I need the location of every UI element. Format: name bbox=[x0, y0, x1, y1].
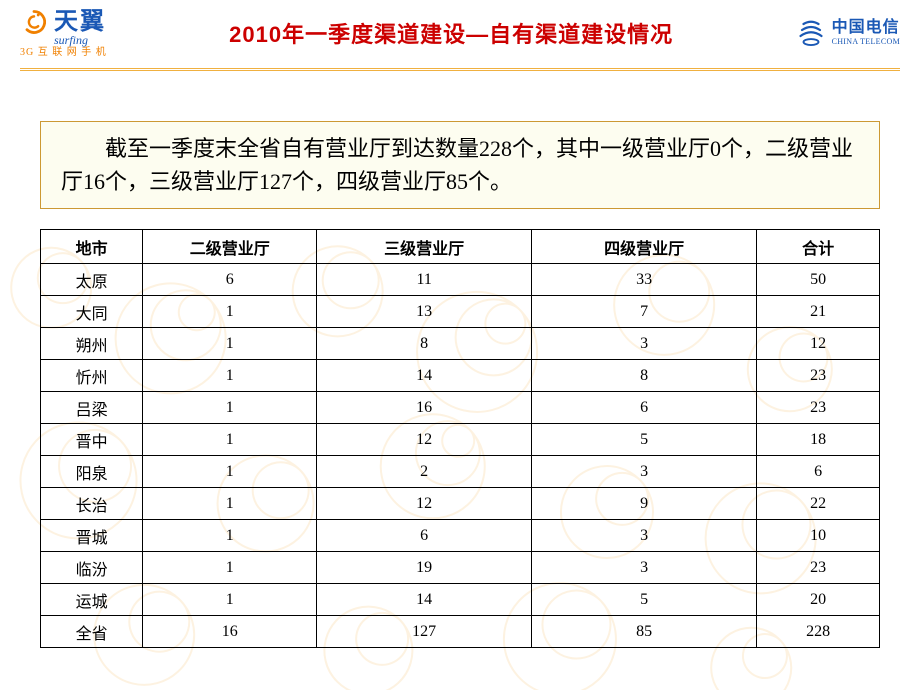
table-cell: 8 bbox=[532, 360, 757, 392]
table-row: 朔州18312 bbox=[41, 328, 880, 360]
table-cell: 1 bbox=[143, 360, 317, 392]
table-header: 三级营业厅 bbox=[317, 230, 532, 264]
table-cell: 1 bbox=[143, 328, 317, 360]
table-cell: 7 bbox=[532, 296, 757, 328]
table-cell: 20 bbox=[757, 584, 880, 616]
table-cell: 2 bbox=[317, 456, 532, 488]
table-cell: 1 bbox=[143, 424, 317, 456]
table-cell: 晋城 bbox=[41, 520, 143, 552]
data-table-wrap: 地市二级营业厅三级营业厅四级营业厅合计 太原6113350大同113721朔州1… bbox=[40, 229, 880, 648]
table-cell: 11 bbox=[317, 264, 532, 296]
header: 天翼 surfing 3G 互 联 网 手 机 2010年一季度渠道建设—自有渠… bbox=[0, 0, 920, 64]
table-cell: 12 bbox=[317, 424, 532, 456]
table-cell: 23 bbox=[757, 392, 880, 424]
table-cell: 13 bbox=[317, 296, 532, 328]
table-cell: 16 bbox=[143, 616, 317, 648]
table-row: 忻州114823 bbox=[41, 360, 880, 392]
table-cell: 太原 bbox=[41, 264, 143, 296]
table-cell: 1 bbox=[143, 392, 317, 424]
table-cell: 运城 bbox=[41, 584, 143, 616]
table-cell: 14 bbox=[317, 360, 532, 392]
table-row: 晋中112518 bbox=[41, 424, 880, 456]
china-telecom-icon bbox=[796, 18, 826, 48]
table-cell: 3 bbox=[532, 456, 757, 488]
data-table: 地市二级营业厅三级营业厅四级营业厅合计 太原6113350大同113721朔州1… bbox=[40, 229, 880, 648]
tianyi-brand-en: surfing bbox=[54, 34, 107, 46]
table-cell: 16 bbox=[317, 392, 532, 424]
e-surfing-icon bbox=[20, 8, 48, 36]
tianyi-brand-cn: 天翼 bbox=[54, 10, 106, 34]
tianyi-sub: 3G 互 联 网 手 机 bbox=[20, 48, 107, 58]
table-row: 大同113721 bbox=[41, 296, 880, 328]
table-cell: 5 bbox=[532, 584, 757, 616]
ct-brand-cn: 中国电信 bbox=[832, 20, 900, 36]
table-cell: 12 bbox=[317, 488, 532, 520]
table-cell: 14 bbox=[317, 584, 532, 616]
summary-box: 截至一季度末全省自有营业厅到达数量228个，其中一级营业厅0个，二级营业厅16个… bbox=[40, 121, 880, 209]
table-header: 四级营业厅 bbox=[532, 230, 757, 264]
table-cell: 临汾 bbox=[41, 552, 143, 584]
table-row: 晋城16310 bbox=[41, 520, 880, 552]
table-cell: 33 bbox=[532, 264, 757, 296]
table-row: 运城114520 bbox=[41, 584, 880, 616]
logo-china-telecom: 中国电信 CHINA TELECOM bbox=[796, 18, 900, 48]
table-cell: 1 bbox=[143, 488, 317, 520]
table-cell: 18 bbox=[757, 424, 880, 456]
table-cell: 22 bbox=[757, 488, 880, 520]
table-cell: 23 bbox=[757, 360, 880, 392]
table-header: 合计 bbox=[757, 230, 880, 264]
table-cell: 晋中 bbox=[41, 424, 143, 456]
table-row: 吕梁116623 bbox=[41, 392, 880, 424]
table-cell: 6 bbox=[757, 456, 880, 488]
ct-brand-en: CHINA TELECOM bbox=[832, 38, 900, 46]
page-title: 2010年一季度渠道建设—自有渠道建设情况 bbox=[107, 17, 796, 49]
table-cell: 大同 bbox=[41, 296, 143, 328]
table-cell: 吕梁 bbox=[41, 392, 143, 424]
table-cell: 9 bbox=[532, 488, 757, 520]
table-cell: 10 bbox=[757, 520, 880, 552]
table-cell: 长治 bbox=[41, 488, 143, 520]
table-cell: 85 bbox=[532, 616, 757, 648]
table-cell: 朔州 bbox=[41, 328, 143, 360]
table-header: 二级营业厅 bbox=[143, 230, 317, 264]
table-cell: 228 bbox=[757, 616, 880, 648]
table-row: 临汾119323 bbox=[41, 552, 880, 584]
table-cell: 8 bbox=[317, 328, 532, 360]
table-cell: 6 bbox=[143, 264, 317, 296]
table-cell: 50 bbox=[757, 264, 880, 296]
table-row: 阳泉1236 bbox=[41, 456, 880, 488]
table-cell: 1 bbox=[143, 520, 317, 552]
table-cell: 6 bbox=[532, 392, 757, 424]
table-cell: 阳泉 bbox=[41, 456, 143, 488]
table-cell: 3 bbox=[532, 552, 757, 584]
table-row: 长治112922 bbox=[41, 488, 880, 520]
table-cell: 1 bbox=[143, 456, 317, 488]
table-cell: 全省 bbox=[41, 616, 143, 648]
table-cell: 1 bbox=[143, 584, 317, 616]
table-cell: 3 bbox=[532, 328, 757, 360]
table-cell: 3 bbox=[532, 520, 757, 552]
table-cell: 1 bbox=[143, 552, 317, 584]
summary-text: 截至一季度末全省自有营业厅到达数量228个，其中一级营业厅0个，二级营业厅16个… bbox=[61, 136, 853, 194]
logo-tianyi: 天翼 surfing 3G 互 联 网 手 机 bbox=[20, 8, 107, 58]
table-cell: 1 bbox=[143, 296, 317, 328]
table-row: 太原6113350 bbox=[41, 264, 880, 296]
table-cell: 127 bbox=[317, 616, 532, 648]
header-divider bbox=[20, 68, 900, 71]
table-cell: 19 bbox=[317, 552, 532, 584]
table-cell: 5 bbox=[532, 424, 757, 456]
table-row: 全省1612785228 bbox=[41, 616, 880, 648]
table-cell: 6 bbox=[317, 520, 532, 552]
table-header: 地市 bbox=[41, 230, 143, 264]
table-cell: 23 bbox=[757, 552, 880, 584]
table-cell: 21 bbox=[757, 296, 880, 328]
table-cell: 12 bbox=[757, 328, 880, 360]
table-cell: 忻州 bbox=[41, 360, 143, 392]
